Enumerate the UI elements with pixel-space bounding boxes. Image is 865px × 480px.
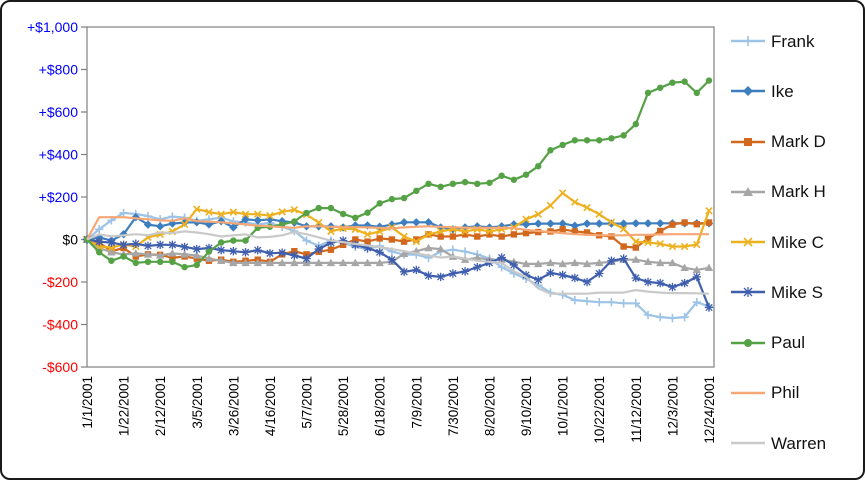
x-tick-label: 3/5/2001: [190, 376, 205, 429]
legend-label: Mark D: [771, 132, 826, 151]
line-ike: [86, 216, 709, 242]
plot-border: [86, 26, 715, 368]
y-tick-label: +$800: [39, 62, 79, 78]
x-tick-label: 1/22/2001: [117, 376, 132, 436]
plus-swatch-icon: [731, 36, 765, 46]
legend-label: Paul: [771, 333, 806, 352]
x-tick-label: 10/22/2001: [592, 376, 607, 444]
y-tick-label: +$400: [39, 147, 79, 163]
legend-item-phil[interactable]: Phil: [729, 384, 857, 402]
diamond-swatch-icon: [731, 86, 765, 97]
x-tick-label: 7/30/2001: [446, 376, 461, 436]
line-phil: [86, 216, 709, 241]
x-swatch-icon: [731, 237, 765, 247]
line-swatch-icon: [731, 391, 765, 394]
legend-item-frank[interactable]: Frank: [729, 32, 857, 50]
x-tick-label: 8/20/2001: [482, 376, 497, 436]
x-tick-label: 3/26/2001: [226, 376, 241, 436]
legend-label: Phil: [771, 383, 800, 403]
triangle-swatch-icon: [731, 186, 765, 196]
line-warren: [86, 230, 710, 295]
y-tick-label: -$400: [42, 317, 78, 333]
legend-label: Frank: [771, 31, 815, 51]
square-swatch-icon: [731, 137, 765, 146]
series-mike-s: [82, 235, 714, 312]
legend-item-mark-d[interactable]: Mark D: [729, 133, 857, 151]
x-tick-label: 10/1/2001: [556, 376, 571, 436]
y-tick-label: +$600: [39, 104, 79, 120]
legend-label: Ike: [771, 81, 794, 101]
x-tick-label: 12/24/2001: [702, 376, 717, 444]
line-mike-s: [86, 238, 711, 308]
line-mark-h: [86, 238, 710, 271]
legend-item-paul[interactable]: Paul: [729, 334, 857, 352]
legend-item-ike[interactable]: Ike: [729, 82, 857, 100]
x-tick-label: 7/9/2001: [409, 376, 424, 429]
y-tick-label: -$600: [42, 359, 78, 375]
line-paul: [86, 79, 710, 269]
legend-item-warren[interactable]: Warren: [729, 434, 857, 452]
asterisk-swatch-icon: [731, 287, 765, 298]
line-swatch-icon: [731, 441, 765, 445]
legend-label: Mike C: [771, 232, 824, 252]
legend-label: Mike S: [771, 282, 823, 302]
series-phil: [86, 216, 709, 241]
x-tick-label: 5/28/2001: [336, 376, 351, 436]
y-tick-label: +$200: [39, 189, 79, 205]
plot-area: +$1,000 +$800 +$600 +$400 +$200 $0 -$200 -$400 -…: [27, 19, 717, 444]
x-tick-label: 11/12/2001: [629, 376, 644, 443]
x-tick-label: 9/10/2001: [519, 376, 534, 436]
y-tick-label: +$1,000: [27, 19, 78, 35]
x-tick-label: 5/7/2001: [300, 376, 315, 429]
y-tick-label: -$200: [42, 274, 78, 290]
legend-label: Mark H: [771, 182, 826, 202]
x-tick-label: 4/16/2001: [263, 376, 278, 436]
legend-item-mark-h[interactable]: Mark H: [729, 183, 857, 201]
y-tick-label: $0: [62, 232, 78, 248]
line-mike-c: [86, 191, 711, 249]
series-warren: [86, 230, 710, 295]
legend-item-mike-s[interactable]: Mike S: [729, 283, 857, 301]
x-tick-label: 2/12/2001: [153, 376, 168, 436]
x-tick-label: 6/18/2001: [373, 376, 388, 436]
x-tick-label: 1/1/2001: [80, 376, 95, 429]
circle-swatch-icon: [731, 338, 765, 347]
x-tick-label: 12/3/2001: [665, 376, 680, 436]
legend-label: Warren: [771, 433, 827, 453]
legend: Frank Ike Mark D Mark H Mike C Mike S Paul Phil…: [729, 2, 857, 478]
legend-item-mike-c[interactable]: Mike C: [729, 233, 857, 251]
